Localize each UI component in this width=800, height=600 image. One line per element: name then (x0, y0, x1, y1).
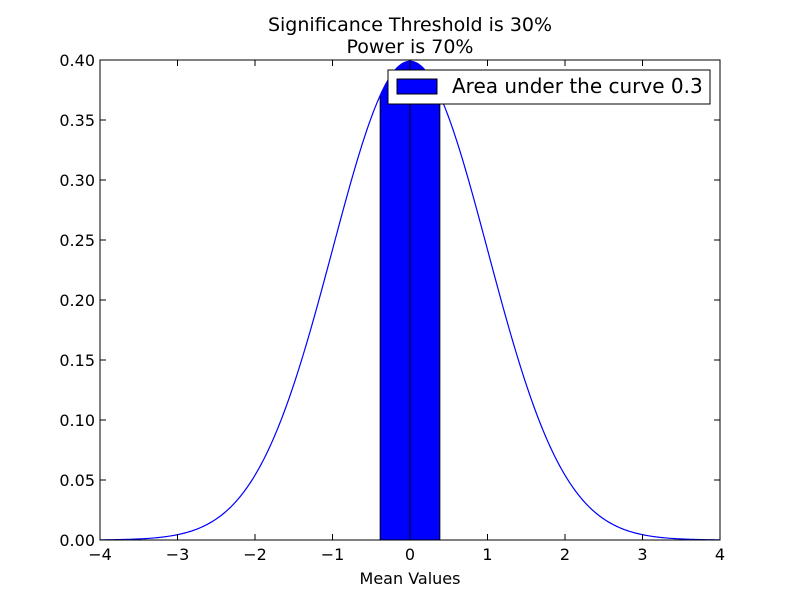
x-tick-label: −2 (243, 545, 267, 564)
y-tick-label: 0.15 (59, 351, 95, 370)
x-tick-label: 3 (637, 545, 647, 564)
y-tick-label: 0.25 (59, 231, 95, 250)
plot-area (99, 60, 721, 541)
legend-box (387, 69, 711, 105)
y-tick-label: 0.00 (59, 531, 95, 550)
y-tick-label: 0.30 (59, 171, 95, 190)
axis-ticks: −4 −3 −2 −1 0 1 2 3 4 0.00 0.05 0.10 0.15 0.20 0.25 0.3… (59, 51, 725, 564)
x-tick-label: 2 (560, 545, 570, 564)
y-tick-label: 0.35 (59, 111, 95, 130)
x-tick-label: 4 (715, 545, 725, 564)
x-tick-label: 1 (482, 545, 492, 564)
y-tick-label: 0.40 (59, 51, 95, 70)
chart-title: Significance Threshold is 30% (268, 14, 552, 36)
x-tick-label: −1 (321, 545, 345, 564)
legend: Area under the curve 0.3 (387, 69, 711, 105)
chart-subtitle: Power is 70% (347, 36, 474, 58)
legend-label: Area under the curve 0.3 (452, 74, 703, 98)
y-tick-label: 0.20 (59, 291, 95, 310)
y-tick-label: 0.05 (59, 471, 95, 490)
x-tick-label: 0 (405, 545, 415, 564)
y-tick-label: 0.10 (59, 411, 95, 430)
legend-swatch (396, 78, 438, 95)
x-tick-label: −3 (166, 545, 190, 564)
x-axis-label: Mean Values (360, 569, 461, 588)
x-tick-label: −4 (88, 545, 112, 564)
